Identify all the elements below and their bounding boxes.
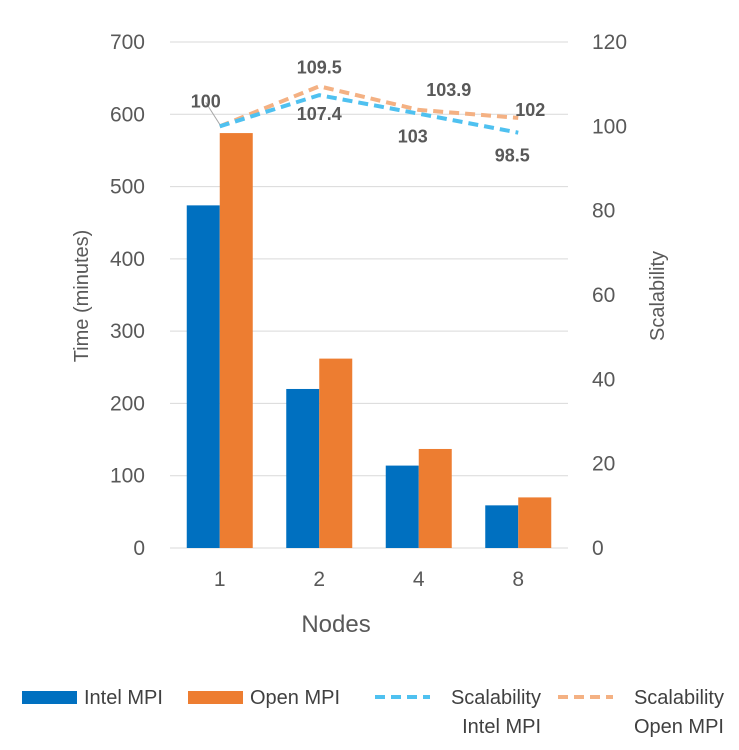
legend-label-scalability-intel-mpi: Scalability — [451, 687, 541, 709]
y2-tick-label: 120 — [592, 31, 627, 54]
legend-label-scalability-intel-mpi: Intel MPI — [462, 716, 541, 738]
y-axis-title: Time (minutes) — [71, 230, 93, 363]
x-axis-title: Nodes — [301, 611, 370, 638]
bar-open-mpi — [418, 448, 452, 548]
x-tick-label: 4 — [413, 568, 425, 591]
bar-open-mpi — [319, 358, 353, 548]
y2-tick-label: 0 — [592, 537, 604, 560]
data-label-intel: 103 — [398, 127, 428, 147]
y-tick-label: 0 — [133, 537, 145, 560]
y2-tick-label: 80 — [592, 200, 615, 223]
x-tick-label: 2 — [313, 568, 325, 591]
bar-intel-mpi — [186, 205, 220, 548]
y-tick-label: 700 — [110, 31, 145, 54]
legend-label-intel-mpi: Intel MPI — [84, 687, 163, 709]
x-tick-label: 1 — [214, 568, 226, 591]
legend-label-scalability-open-mpi: Open MPI — [634, 716, 724, 738]
y-tick-label: 300 — [110, 320, 145, 343]
bar-open-mpi — [518, 497, 552, 548]
y-tick-label: 600 — [110, 103, 145, 126]
data-labels: 100 109.5 107.4 103.9 103 102 98.5 — [191, 57, 546, 165]
legend-label-scalability-open-mpi: Scalability — [634, 687, 724, 709]
line-scalability-intel-mpi — [219, 93, 519, 135]
legend-swatch-open-mpi — [188, 691, 243, 704]
line-scalability-open-mpi — [219, 84, 519, 129]
y2-axis-title: Scalability — [647, 251, 669, 341]
data-label-open: 109.5 — [297, 57, 342, 77]
y2-tick-label: 100 — [592, 115, 627, 138]
y-tick-label: 200 — [110, 392, 145, 415]
x-tick-label: 8 — [512, 568, 524, 591]
bar-intel-mpi — [485, 505, 519, 548]
y-tick-label: 100 — [110, 465, 145, 488]
axes: 0 100 200 300 400 500 600 700 0 20 40 60 80 100 120 1 2 4… — [110, 31, 627, 591]
scalability-lines — [219, 84, 519, 135]
data-label-intel: 98.5 — [495, 146, 530, 166]
y-tick-label: 400 — [110, 248, 145, 271]
y2-tick-label: 60 — [592, 284, 615, 307]
bars — [186, 133, 552, 548]
data-label-open: 103.9 — [426, 80, 471, 100]
data-label-intel: 100 — [191, 91, 221, 111]
bar-open-mpi — [219, 133, 253, 548]
bar-intel-mpi — [385, 465, 419, 548]
bar-intel-mpi — [286, 388, 320, 548]
y2-tick-label: 20 — [592, 453, 615, 476]
y2-tick-label: 40 — [592, 368, 615, 391]
legend-swatch-intel-mpi — [22, 691, 77, 704]
data-label-open: 102 — [515, 100, 545, 120]
data-label-intel: 107.4 — [297, 104, 342, 124]
legend: Intel MPI Open MPI Scalability Intel MPI Sca… — [22, 687, 724, 738]
legend-label-open-mpi: Open MPI — [250, 687, 340, 709]
leader-line — [205, 102, 221, 125]
y-tick-label: 500 — [110, 176, 145, 199]
